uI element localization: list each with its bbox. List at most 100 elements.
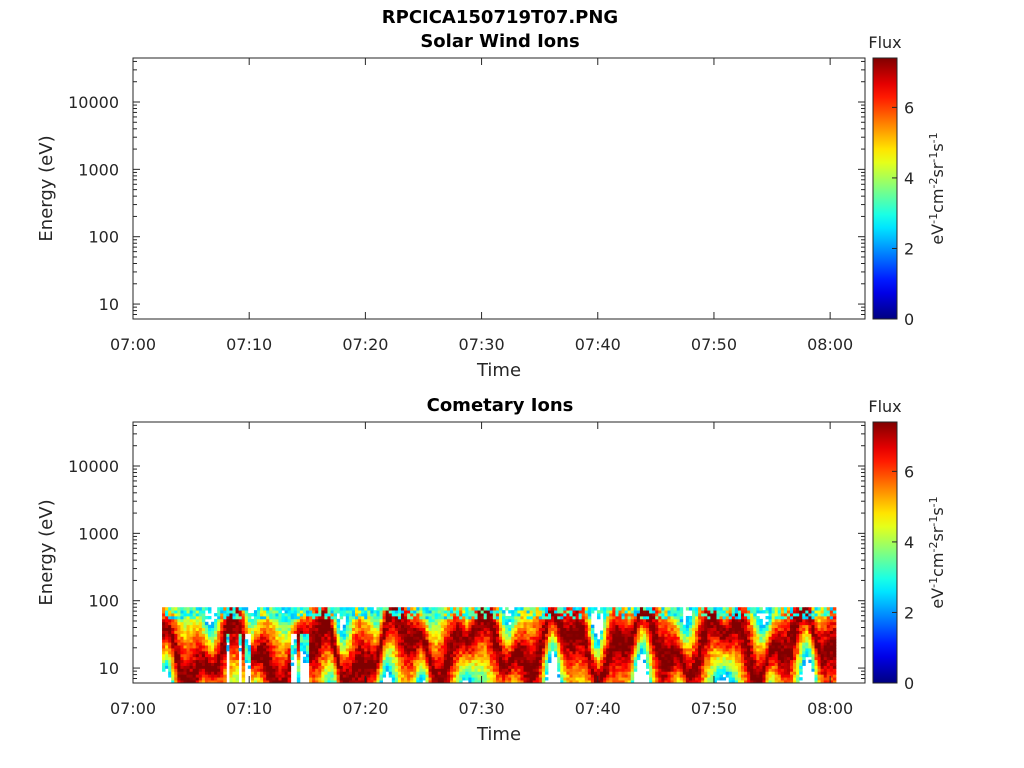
spectrogram-cell [520,662,524,666]
spectrogram-cell [569,662,573,666]
spectrogram-cell [410,656,414,661]
spectrogram-cell [670,680,674,684]
spectrogram-cell [747,613,751,617]
spectrogram-cell [575,633,580,637]
spectrogram-cell [655,665,659,669]
spectrogram-cell [642,648,647,652]
spectrogram-cell [275,650,279,655]
spectrogram-cell [716,653,720,658]
spectrogram-cell [257,633,261,637]
spectrogram-cell [471,627,475,631]
spectrogram-cell [214,645,218,649]
spectrogram-cell [523,615,527,620]
spectrogram-cell [358,674,362,678]
spectrogram-cell [299,630,304,634]
spectrogram-cell [566,645,570,649]
spectrogram-cell [486,618,491,623]
spectrogram-cell [330,671,334,675]
spectrogram-cell [373,636,377,640]
spectrogram-cell [667,633,671,637]
spectrogram-cell [462,677,466,681]
spectrogram-cell [407,665,411,669]
spectrogram-cell [609,656,613,661]
spectrogram-cell [541,645,546,649]
spectrogram-cell [342,677,347,681]
spectrogram-cell [189,642,194,646]
spectrogram-cell [382,633,387,637]
spectrogram-cell [324,653,328,658]
spectrogram-cell [266,659,270,663]
spectrogram-cell [713,648,717,652]
spectrogram-cell [572,659,576,663]
spectrogram-cell [327,636,331,640]
spectrogram-cell [290,624,295,629]
spectrogram-cell [453,665,457,669]
spectrogram-cell [508,650,512,655]
spectrogram-cell [232,656,236,661]
spectrogram-cell [474,639,478,643]
spectrogram-cell [624,627,629,631]
spectrogram-cell [486,650,491,655]
spectrogram-cell [600,636,604,640]
spectrogram-cell [404,674,408,678]
spectrogram-cell [590,659,595,663]
spectrogram-cell [612,627,616,631]
spectrogram-cell [186,607,191,611]
spectrogram-cell [465,659,469,663]
spectrogram-cell [367,677,371,681]
spectrogram-cell [413,645,417,649]
spectrogram-cell [186,636,191,640]
spectrogram-cell [578,610,583,614]
spectrogram-cell [520,656,524,661]
spectrogram-cell [309,680,313,684]
spectrogram-cell [217,607,221,611]
spectrogram-cell [477,677,482,681]
spectrogram-cell [324,671,328,675]
spectrogram-cell [238,610,243,614]
spectrogram-cell [701,639,705,643]
spectrogram-cell [419,668,423,672]
spectrogram-cell [492,674,497,678]
spectrogram-cell [523,680,527,684]
spectrogram-cell [716,613,720,617]
spectrogram-cell [342,650,347,655]
spectrogram-cell [321,662,325,666]
spectrogram-cell [575,627,580,631]
spectrogram-cell [499,668,503,672]
spectrogram-cell [192,639,197,643]
spectrogram-cell [600,642,604,646]
spectrogram-cell [682,639,687,643]
spectrogram-cell [740,677,745,681]
spectrogram-cell [266,636,270,640]
spectrogram-cell [716,633,720,637]
spectrogram-cell [379,618,383,623]
spectrogram-cell [336,674,341,678]
spectrogram-cell [379,624,383,629]
spectrogram-cell [762,662,766,666]
spectrogram-cell [572,671,576,675]
spectrogram-cell [581,656,586,661]
spectrogram-cell [655,668,659,672]
spectrogram-cell [312,662,316,666]
spectrogram-cell [520,627,524,631]
spectrogram-cell [263,674,267,678]
spectrogram-cell [520,650,524,655]
spectrogram-cell [257,642,261,646]
spectrogram-cell [400,627,405,631]
spectrogram-cell [646,636,650,640]
spectrogram-cell [737,677,742,681]
spectrogram-cell [336,662,341,666]
spectrogram-cell [621,624,625,629]
spectrogram-cell [627,680,632,684]
spectrogram-cell [627,618,632,623]
spectrogram-cell [731,662,736,666]
spectrogram-cell [220,653,224,658]
spectrogram-cell [597,662,601,666]
spectrogram-cell [615,630,619,634]
spectrogram-cell [431,665,436,669]
spectrogram-cell [566,633,570,637]
spectrogram-cell [189,639,194,643]
spectrogram-cell [474,665,478,669]
spectrogram-cell [416,650,420,655]
x-tick-label: 07:50 [691,335,737,354]
